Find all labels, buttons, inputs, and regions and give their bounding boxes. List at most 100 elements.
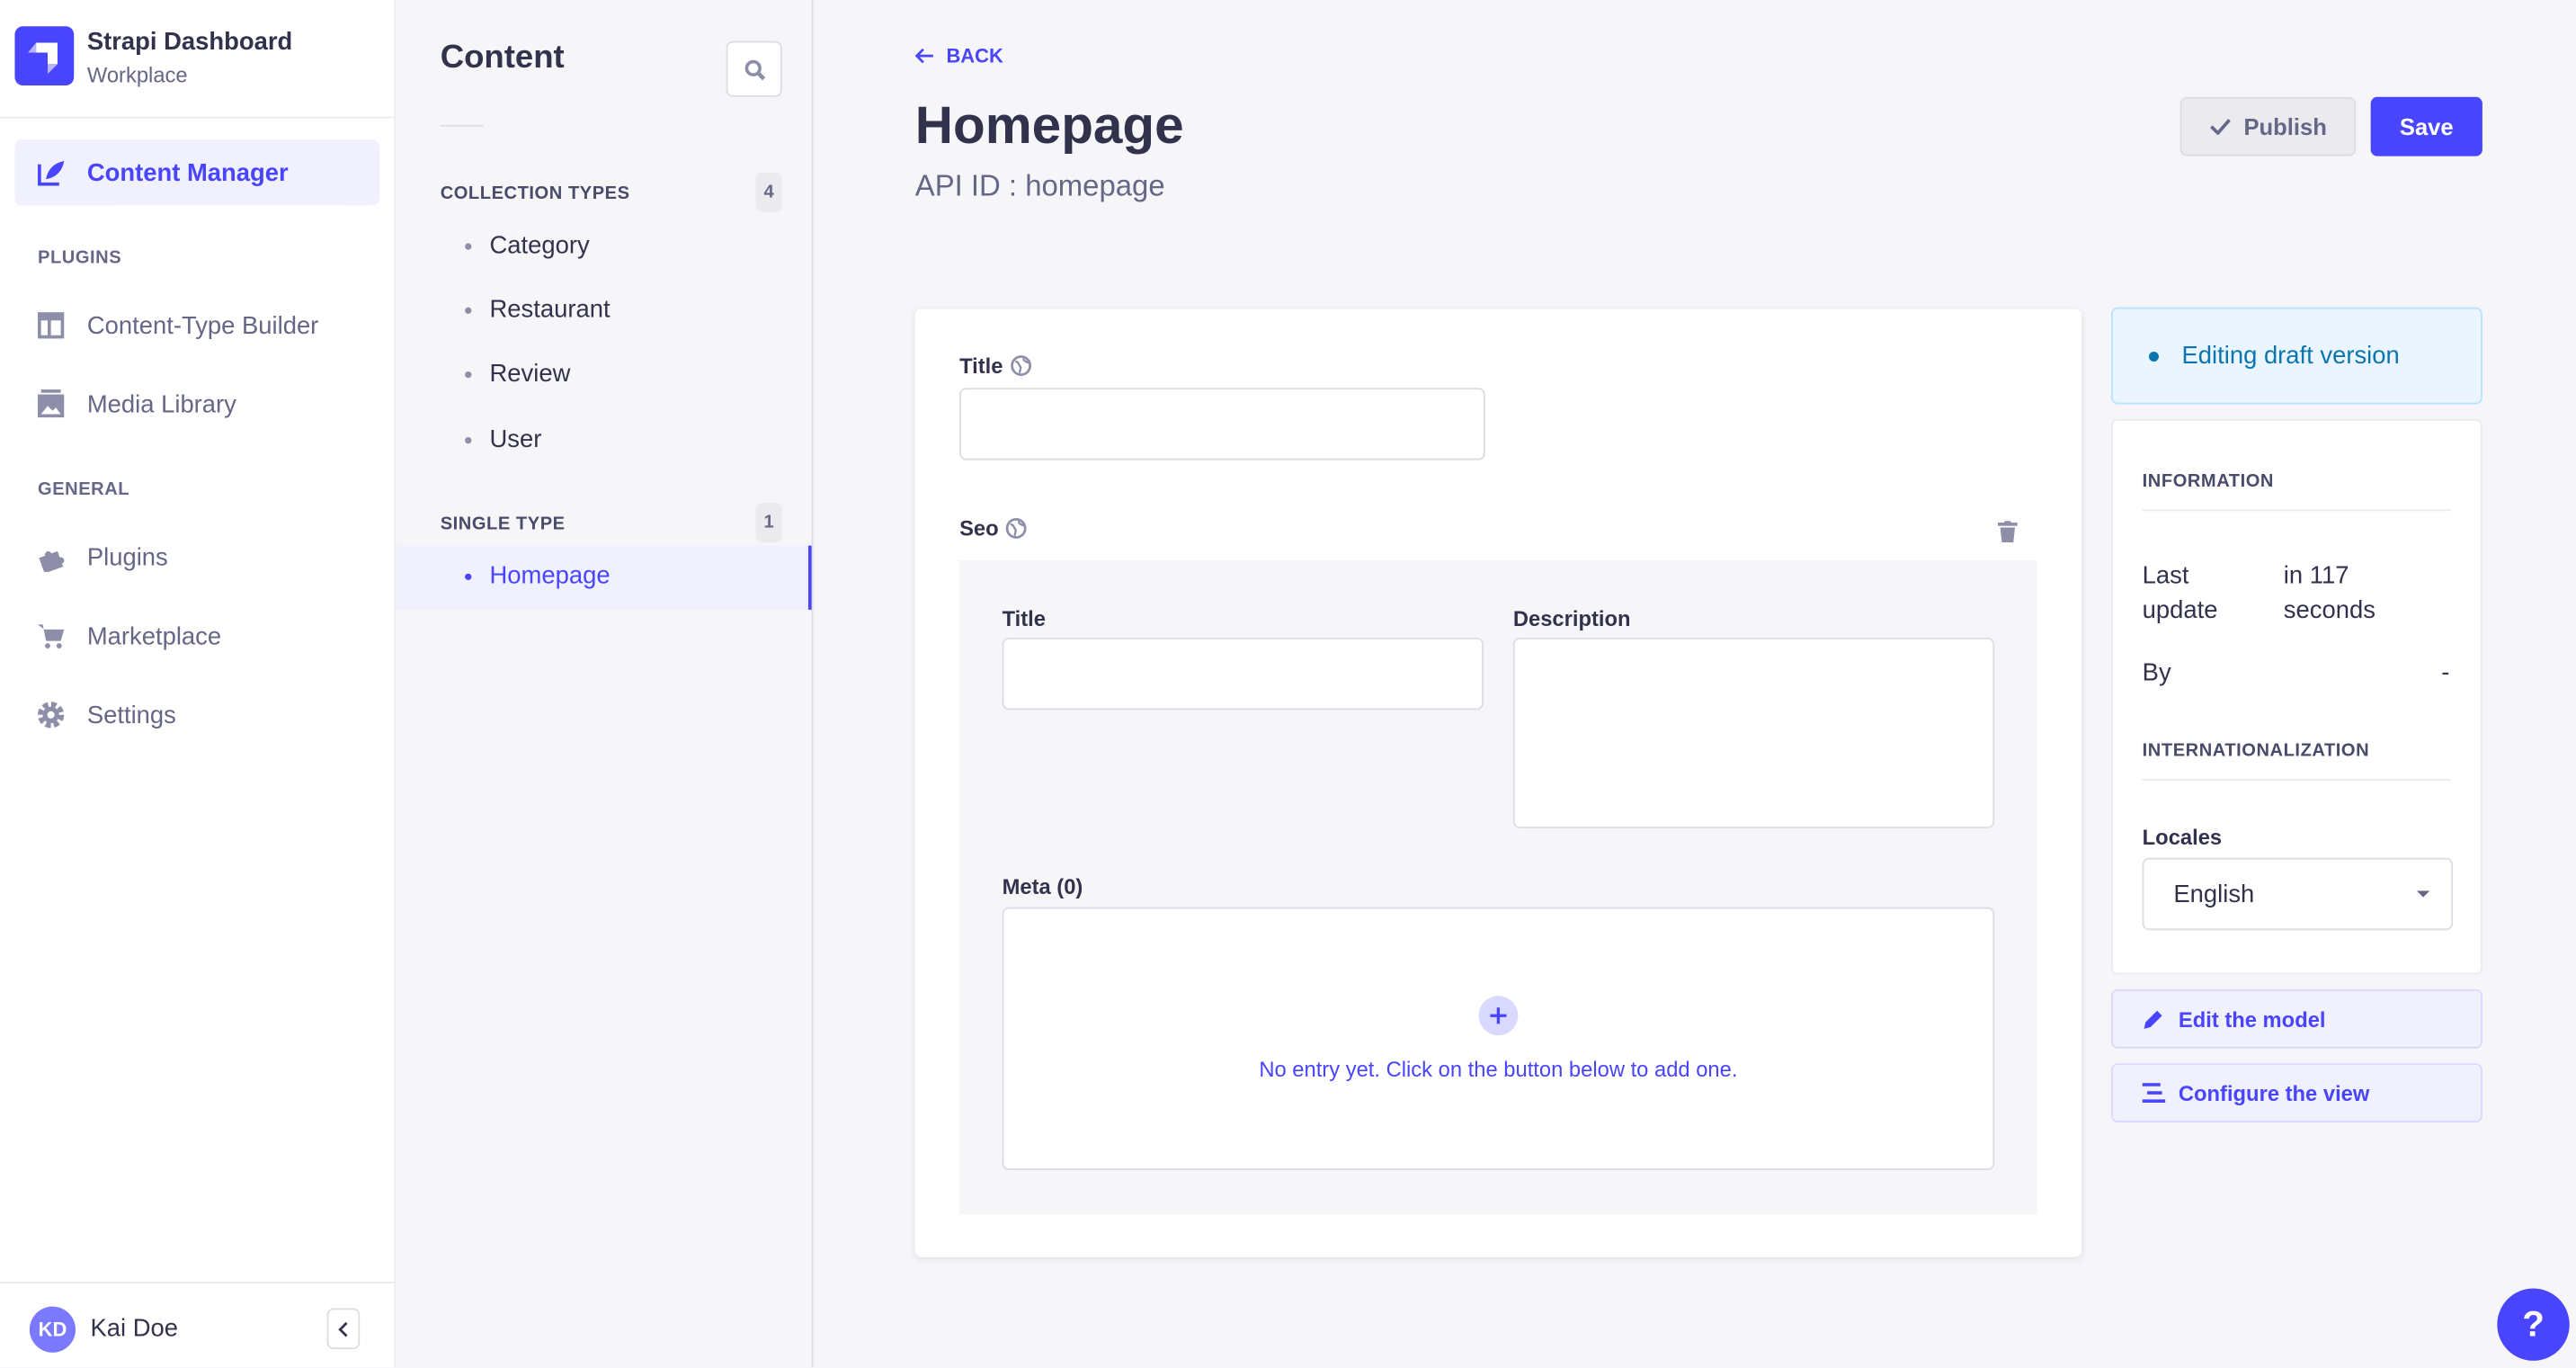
back-link[interactable]: BACK [914,44,1003,67]
nav-plugins[interactable]: Plugins [14,524,379,590]
list-icon [2142,1083,2166,1104]
i18n-heading: INTERNATIONALIZATION [2142,741,2370,761]
help-button[interactable]: ? [2497,1288,2570,1361]
item-label: Review [489,360,571,389]
nav-content-manager[interactable]: Content Manager [14,139,380,206]
user-footer: KD Kai Doe [0,1282,395,1367]
save-button[interactable]: Save [2370,96,2482,156]
content-panel: Content COLLECTION TYPES 4 Category Rest… [396,0,814,1368]
nav-label: Plugins [86,542,168,571]
item-label: User [489,425,542,454]
collapse-sidebar-button[interactable] [326,1308,361,1350]
cart-icon [36,621,66,651]
gear-icon [36,700,66,729]
item-label: Category [489,231,590,260]
nav-content-type-builder[interactable]: Content-Type Builder [14,292,379,358]
seo-component: Title Description Meta (0) No entry yet.… [959,560,2037,1215]
collection-item-category[interactable]: Category [465,231,590,260]
seo-description-label: Description [1512,606,1631,631]
locales-label: Locales [2142,825,2223,850]
nav-label: Media Library [86,389,236,419]
globe-icon [1010,355,1031,376]
seo-label: Seo [959,516,1027,541]
single-count-badge: 1 [755,503,782,542]
divider [440,124,484,127]
pencil-icon [2144,1010,2162,1029]
image-icon [36,389,66,419]
title-input[interactable] [959,388,1485,460]
nav-settings[interactable]: Settings [14,682,379,747]
seo-title-input[interactable] [1002,637,1484,711]
divider [2142,779,2452,781]
last-update-value: in 117 seconds [2283,561,2375,625]
layout-icon [36,310,66,340]
single-item-homepage[interactable]: Homepage [396,545,812,610]
seo-description-textarea[interactable] [1512,637,1995,828]
locale-value: English [2173,880,2255,908]
arrow-left-icon [914,48,933,64]
check-icon [2209,119,2231,135]
locale-select[interactable]: English [2142,857,2454,931]
meta-empty-box[interactable]: No entry yet. Click on the button below … [1002,907,1995,1170]
collection-item-user[interactable]: User [465,425,542,454]
search-button[interactable] [726,40,782,97]
edit-form-card: Title Seo Title Description Meta (0) No … [914,308,2082,1257]
meta-empty-text: No entry yet. Click on the button below … [1259,1056,1738,1082]
seo-title-label: Title [1002,606,1047,631]
last-update-label: Last update [2142,561,2218,625]
page-title: Homepage [914,94,1184,155]
meta-label: Meta (0) [1002,874,1083,899]
avatar[interactable]: KD [29,1306,76,1353]
plugins-section-label: PLUGINS [38,247,122,268]
nav-label: Content Manager [86,158,289,187]
information-card: INFORMATION Last update in 117 seconds B… [2110,418,2482,975]
configure-view-button[interactable]: Configure the view [2110,1063,2482,1122]
nav-marketplace[interactable]: Marketplace [14,604,379,669]
edit-model-label: Edit the model [2178,1006,2326,1032]
publish-button[interactable]: Publish [2179,96,2357,156]
by-label: By [2142,658,2171,687]
bullet [465,306,472,314]
chevron-left-icon [338,1321,348,1337]
collection-count-badge: 4 [755,172,782,212]
puzzle-icon [36,542,66,572]
divider [2142,509,2452,512]
brand-subtitle: Workplace [86,62,188,87]
general-section-label: GENERAL [38,479,130,500]
feather-icon [36,157,66,187]
title-label: Title [959,353,1031,378]
caret-down-icon [2416,890,2430,898]
collection-item-review[interactable]: Review [465,360,571,389]
nav-label: Content-Type Builder [86,311,319,340]
delete-seo-button[interactable] [1997,521,2018,550]
add-meta-button[interactable] [1478,996,1519,1036]
nav-media-library[interactable]: Media Library [14,371,379,437]
single-type-label: SINGLE TYPE [440,514,566,534]
bullet [465,371,472,378]
nav-label: Settings [86,701,176,729]
brand-title: Strapi Dashboard [86,28,293,57]
item-label: Homepage [489,561,611,590]
nav-label: Marketplace [86,621,222,650]
collection-types-label: COLLECTION TYPES [440,183,630,204]
bullet [465,436,472,443]
plus-icon [1490,1007,1507,1024]
panel-title: Content [440,39,565,76]
by-value: - [2441,658,2450,687]
item-label: Restaurant [489,295,611,324]
status-dot-icon [2148,351,2159,362]
collection-item-restaurant[interactable]: Restaurant [465,295,611,324]
strapi-logo [14,26,75,86]
user-name: Kai Doe [90,1314,179,1343]
api-id: API ID : homepage [914,169,1165,202]
draft-status-banner: Editing draft version [2110,307,2482,405]
globe-icon [1005,518,1027,539]
brand-header: Strapi Dashboard Workplace [0,0,395,119]
main-sidebar: Strapi Dashboard Workplace Content Manag… [0,0,397,1368]
edit-model-button[interactable]: Edit the model [2110,988,2482,1049]
information-heading: INFORMATION [2142,471,2275,492]
draft-status-text: Editing draft version [2181,342,2400,371]
bullet [465,572,472,580]
back-label: BACK [946,44,1003,67]
trash-icon [1997,521,2018,542]
